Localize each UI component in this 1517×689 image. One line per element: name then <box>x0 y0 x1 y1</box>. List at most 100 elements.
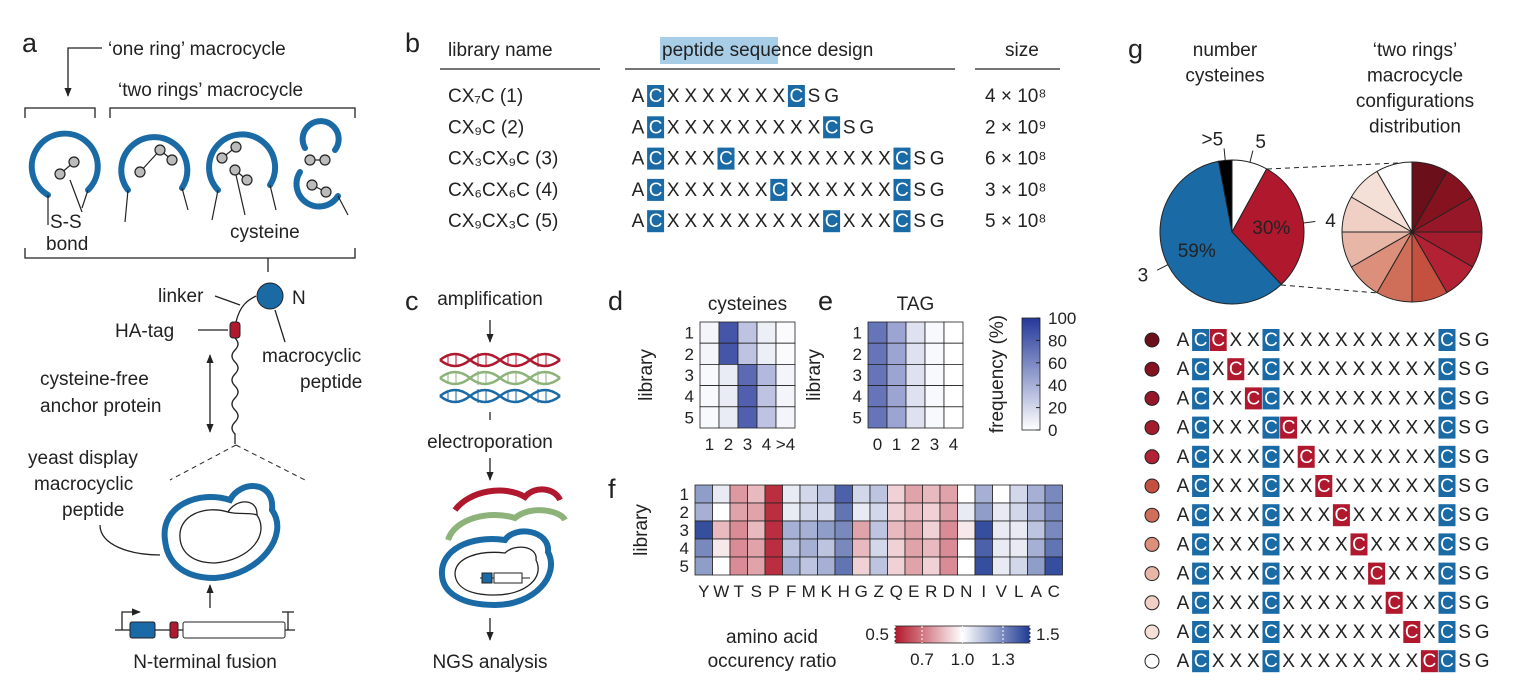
residue: C <box>1264 330 1278 351</box>
heatmap-cell <box>974 538 993 558</box>
residue: X <box>1405 330 1418 351</box>
residue: S <box>913 149 926 170</box>
heatmap-cell <box>1009 538 1028 558</box>
cysteine-highlight <box>1209 329 1227 351</box>
residue: X <box>1370 418 1383 439</box>
selection <box>660 37 778 64</box>
configuration-dot <box>1144 595 1160 611</box>
row-label: 4 <box>685 387 694 406</box>
configuration-dot <box>1144 449 1160 465</box>
heatmap-cell <box>799 556 818 576</box>
heatmap-cell <box>775 321 796 344</box>
residue: X <box>843 149 856 170</box>
column-label: N <box>960 582 972 601</box>
residue: X <box>1353 505 1366 526</box>
residue: G <box>1475 534 1490 555</box>
residue: X <box>1370 447 1383 468</box>
residue: X <box>1423 447 1436 468</box>
yeast-cell <box>438 486 568 609</box>
library-size: 6 × 10⁸ <box>985 149 1046 170</box>
configuration-dot <box>1144 478 1160 494</box>
column-label: F <box>786 582 796 601</box>
cysteine-highlight <box>717 147 735 170</box>
pie-title: distribution <box>1369 117 1461 138</box>
residue: A <box>1177 359 1190 380</box>
residue: X <box>1388 388 1401 409</box>
library-name: CX₉C (2) <box>448 117 524 138</box>
residue: G <box>1475 593 1490 614</box>
residue: C <box>1264 593 1278 614</box>
column-label: 3 <box>743 435 752 454</box>
cysteine-highlight <box>1192 562 1210 585</box>
heatmap-cell <box>712 538 731 558</box>
heatmap-cell <box>887 484 906 504</box>
heatmap-cell <box>867 363 888 386</box>
residue: X <box>720 86 733 107</box>
residue: C <box>1440 388 1454 409</box>
residue: C <box>1440 476 1454 497</box>
residue: X <box>737 149 750 170</box>
slice-value-label: 30% <box>1252 218 1290 239</box>
panel-label: e <box>818 286 833 316</box>
pie-title: configurations <box>1356 91 1474 112</box>
residue: X <box>860 180 873 201</box>
residue: X <box>737 86 750 107</box>
heatmap-cell <box>775 342 796 365</box>
residue: X <box>1317 651 1330 672</box>
residue: X <box>772 117 785 138</box>
residue: X <box>860 149 873 170</box>
residue: X <box>684 149 697 170</box>
heatmap-cell <box>867 406 888 429</box>
residue: C <box>719 149 733 170</box>
residue: X <box>1423 418 1436 439</box>
residue: X <box>684 117 697 138</box>
heatmap-cell <box>729 520 748 540</box>
heatmap-cell <box>817 556 836 576</box>
heatmap-cell <box>867 385 888 408</box>
cysteine-highlight <box>1262 621 1280 643</box>
residue: X <box>1282 505 1295 526</box>
column-label: G <box>855 582 868 601</box>
library-name: CX₃CX₉C (3) <box>448 149 558 170</box>
cysteine-highlight <box>823 116 841 139</box>
residue: X <box>878 180 891 201</box>
residue: X <box>1370 651 1383 672</box>
residue: X <box>1247 418 1260 439</box>
residue: X <box>1212 418 1225 439</box>
residue: X <box>1388 330 1401 351</box>
cysteine-highlight <box>1332 504 1350 527</box>
cysteine-highlight <box>1227 358 1245 381</box>
residue: C <box>1440 447 1454 468</box>
residue: C <box>1264 447 1278 468</box>
residue: C <box>1423 651 1437 672</box>
cysteine-highlight <box>1368 562 1386 585</box>
row-label: 5 <box>853 408 862 427</box>
residue: X <box>790 180 803 201</box>
x-axis-label: amino acid <box>726 627 818 648</box>
x-axis-label: occurency ratio <box>708 651 837 672</box>
cysteine-highlight <box>1350 533 1368 556</box>
residue: S <box>1458 593 1471 614</box>
residue: S <box>1458 651 1471 672</box>
heatmap-cell <box>737 363 758 386</box>
residue: X <box>702 86 715 107</box>
heatmap-cell <box>1027 520 1046 540</box>
heatmap-cell <box>957 484 976 504</box>
residue: A <box>632 149 645 170</box>
residue: X <box>1212 447 1225 468</box>
column-label: K <box>821 582 833 601</box>
cysteine-highlight <box>1262 329 1280 351</box>
configuration-dot <box>1144 653 1160 669</box>
heatmap-cell <box>974 502 993 522</box>
heatmap-cell <box>764 502 783 522</box>
residue: X <box>1335 593 1348 614</box>
heatmap-cell <box>922 538 941 558</box>
residue: X <box>1247 330 1260 351</box>
residue: X <box>1335 476 1348 497</box>
cysteine-highlight <box>1438 533 1456 556</box>
heatmap-cell <box>852 538 871 558</box>
